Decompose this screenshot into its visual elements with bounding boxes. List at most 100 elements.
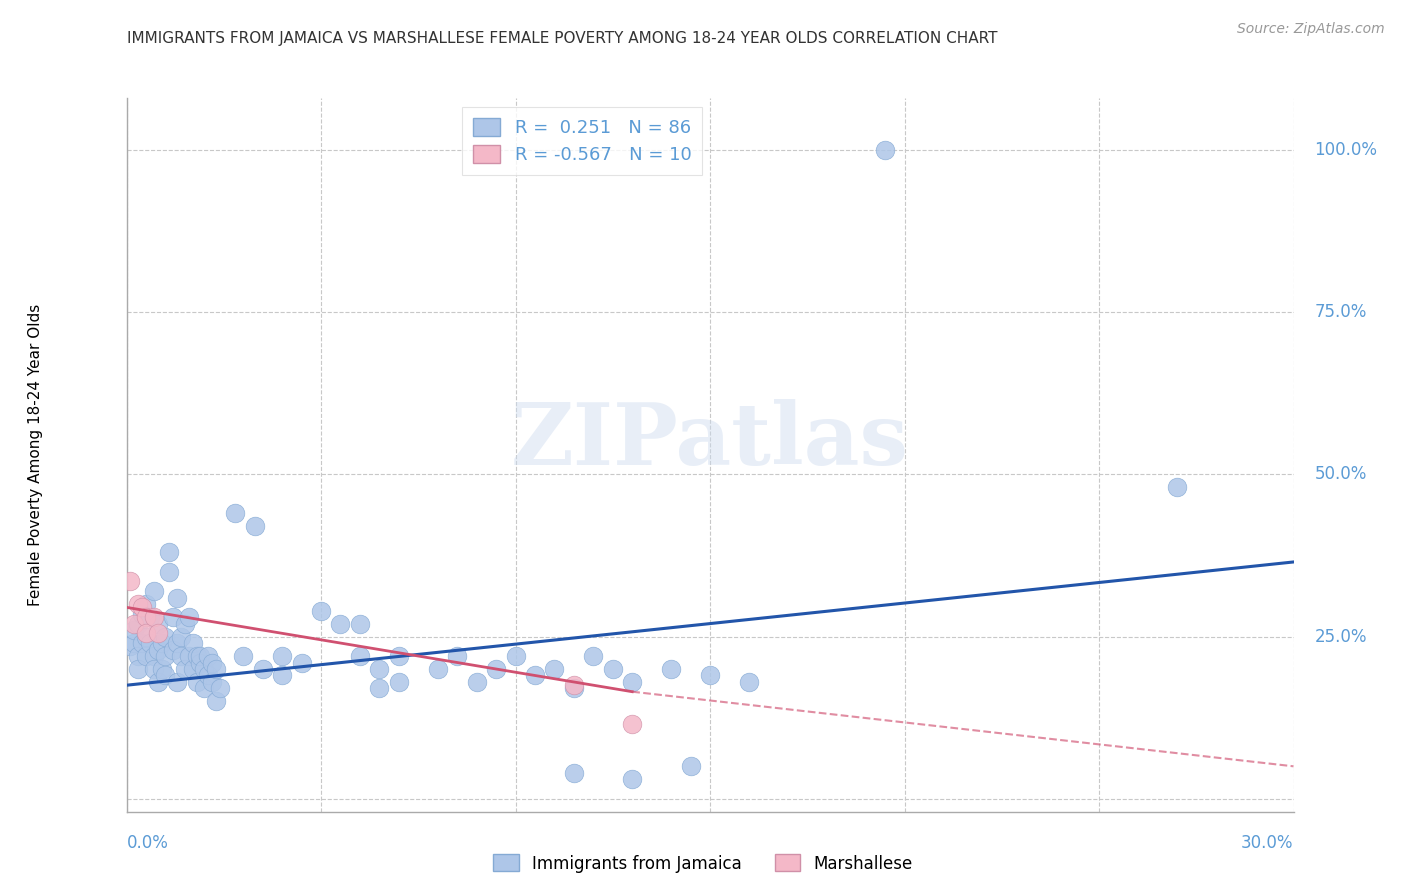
Point <box>621 772 644 787</box>
Point <box>190 656 212 670</box>
Text: ZIPatlas: ZIPatlas <box>510 399 910 483</box>
Point <box>150 636 173 650</box>
Point <box>252 662 274 676</box>
Point <box>166 636 188 650</box>
Point <box>135 626 157 640</box>
Text: 75.0%: 75.0% <box>1315 303 1367 321</box>
Point <box>162 642 184 657</box>
Point <box>208 681 231 696</box>
Point <box>127 648 149 663</box>
Point <box>127 662 149 676</box>
Point <box>1166 480 1188 494</box>
Point <box>349 648 371 663</box>
Point <box>582 648 605 663</box>
Point <box>135 648 157 663</box>
Point <box>174 662 197 676</box>
Point <box>155 648 177 663</box>
Legend: Immigrants from Jamaica, Marshallese: Immigrants from Jamaica, Marshallese <box>486 847 920 880</box>
Point <box>131 636 153 650</box>
Point <box>193 681 215 696</box>
Point <box>155 668 177 682</box>
Point <box>271 648 294 663</box>
Point <box>174 616 197 631</box>
Point <box>679 759 702 773</box>
Point <box>142 584 165 599</box>
Point <box>201 675 224 690</box>
Point <box>146 642 169 657</box>
Point <box>465 675 488 690</box>
Point <box>120 574 142 589</box>
Point <box>309 604 332 618</box>
Point <box>146 626 169 640</box>
Point <box>135 597 157 611</box>
Point <box>193 662 215 676</box>
Point <box>562 681 585 696</box>
Text: Female Poverty Among 18-24 Year Olds: Female Poverty Among 18-24 Year Olds <box>28 304 42 606</box>
Point <box>368 681 391 696</box>
Point <box>388 648 411 663</box>
Point <box>155 630 177 644</box>
Point <box>177 610 200 624</box>
Point <box>162 610 184 624</box>
Point <box>190 648 212 663</box>
Point <box>243 519 266 533</box>
Point <box>201 656 224 670</box>
Point <box>181 636 204 650</box>
Point <box>142 662 165 676</box>
Point <box>166 675 188 690</box>
Point <box>349 616 371 631</box>
Point <box>142 648 165 663</box>
Point <box>875 143 897 157</box>
Point <box>659 662 682 676</box>
Point <box>602 662 624 676</box>
Point <box>150 662 173 676</box>
Point <box>124 623 146 637</box>
Point <box>177 648 200 663</box>
Text: IMMIGRANTS FROM JAMAICA VS MARSHALLESE FEMALE POVERTY AMONG 18-24 YEAR OLDS CORR: IMMIGRANTS FROM JAMAICA VS MARSHALLESE F… <box>127 31 997 46</box>
Point <box>205 694 228 708</box>
Point <box>485 662 508 676</box>
Point <box>197 648 219 663</box>
Point <box>621 717 644 731</box>
Point <box>127 597 149 611</box>
Point <box>329 616 352 631</box>
Text: 25.0%: 25.0% <box>1315 628 1367 646</box>
Point <box>562 765 585 780</box>
Point <box>197 668 219 682</box>
Text: 50.0%: 50.0% <box>1315 466 1367 483</box>
Text: 30.0%: 30.0% <box>1241 834 1294 852</box>
Point <box>135 630 157 644</box>
Text: Source: ZipAtlas.com: Source: ZipAtlas.com <box>1237 22 1385 37</box>
Point <box>738 675 761 690</box>
Point <box>446 648 468 663</box>
Point <box>139 636 162 650</box>
Text: 100.0%: 100.0% <box>1315 141 1378 159</box>
Text: 0.0%: 0.0% <box>127 834 169 852</box>
Point <box>368 662 391 676</box>
Point <box>124 636 146 650</box>
Point <box>186 675 208 690</box>
Point <box>146 675 169 690</box>
Point <box>505 648 527 663</box>
Point <box>224 506 246 520</box>
Point <box>562 678 585 692</box>
Point <box>146 616 169 631</box>
Point <box>290 656 312 670</box>
Point <box>699 668 721 682</box>
Point <box>271 668 294 682</box>
Point <box>205 662 228 676</box>
Point <box>388 675 411 690</box>
Point <box>621 675 644 690</box>
Point <box>181 662 204 676</box>
Point <box>170 648 193 663</box>
Point <box>142 610 165 624</box>
Point <box>232 648 254 663</box>
Point <box>124 616 146 631</box>
Point <box>170 630 193 644</box>
Point <box>157 545 180 559</box>
Point <box>135 610 157 624</box>
Point <box>127 616 149 631</box>
Point <box>543 662 565 676</box>
Point <box>166 591 188 605</box>
Point <box>120 640 142 654</box>
